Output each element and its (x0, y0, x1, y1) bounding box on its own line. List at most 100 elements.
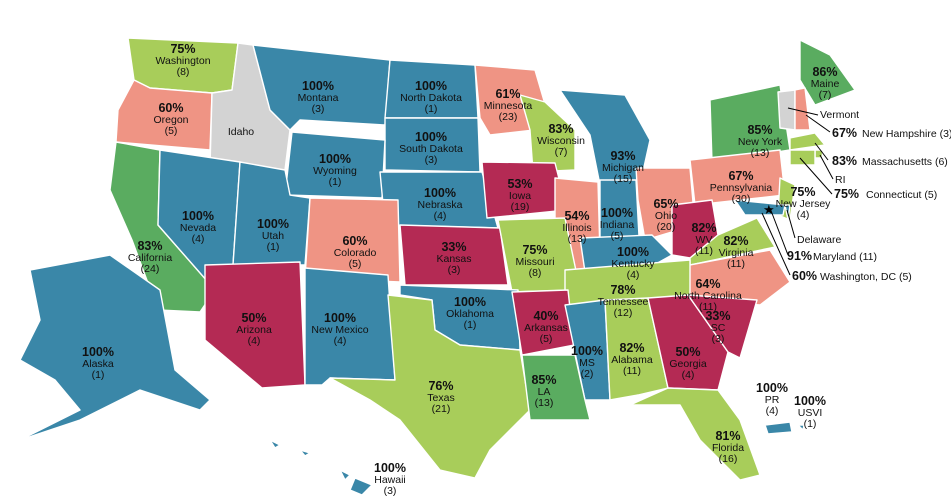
label-ga-name: Georgia (669, 358, 707, 370)
callout-leader-line (769, 207, 789, 256)
label-mi-count: (15) (614, 173, 633, 185)
label-ak-name: Alaska (82, 358, 114, 370)
callout-dc-percent: 60% (792, 269, 817, 283)
label-wy-percent: 100% (319, 152, 351, 166)
label-in-count: (5) (611, 230, 624, 242)
label-il-percent: 54% (564, 209, 589, 223)
label-va-percent: 82% (723, 234, 748, 248)
state-usvi (797, 424, 805, 431)
label-mt-count: (3) (312, 103, 325, 115)
callout-leader-line (799, 157, 833, 195)
state-pr (764, 421, 793, 435)
label-me-count: (7) (819, 89, 832, 101)
callout-nh-percent: 67% (832, 126, 857, 140)
label-az-name: Arizona (236, 324, 272, 336)
label-pa-count: (30) (732, 193, 751, 205)
label-ak-count: (1) (92, 369, 105, 381)
label-nm-count: (4) (334, 335, 347, 347)
label-hi-percent: 100% (374, 461, 406, 475)
label-pr-count: (4) (766, 405, 779, 417)
label-ne-percent: 100% (424, 186, 456, 200)
label-ks-name: Kansas (436, 253, 471, 265)
label-la-count: (13) (535, 397, 554, 409)
label-pa-name: Pennsylvania (710, 182, 773, 194)
label-ar-name: Arkansas (524, 322, 568, 334)
label-ms-name: MS (579, 357, 595, 369)
label-nv-name: Nevada (180, 222, 216, 234)
label-sd-percent: 100% (415, 130, 447, 144)
label-nm-name: New Mexico (311, 324, 368, 336)
label-co-name: Colorado (334, 247, 377, 259)
label-wv-count: (11) (695, 245, 713, 257)
label-oh-name: Ohio (655, 210, 677, 222)
callout-ma-name: Massachusetts (6) (862, 156, 948, 168)
label-or-name: Oregon (153, 114, 188, 126)
label-va-count: (11) (727, 258, 745, 270)
label-ks-percent: 33% (441, 240, 466, 254)
label-ut-percent: 100% (257, 217, 289, 231)
state-me (799, 39, 856, 106)
label-la-name: LA (538, 386, 551, 398)
label-mn-name: Minnesota (484, 100, 533, 112)
label-nd-count: (1) (425, 103, 438, 115)
label-mo-name: Missouri (515, 256, 554, 268)
label-wi-percent: 83% (548, 122, 573, 136)
callout-leader-line (819, 154, 834, 180)
label-la-percent: 85% (531, 373, 556, 387)
state-tx (329, 294, 531, 479)
label-fl-name: Florida (712, 442, 744, 454)
label-nc-count: (11) (699, 301, 717, 313)
label-ne-name: Nebraska (418, 199, 463, 211)
label-ok-count: (1) (464, 319, 477, 331)
label-nv-percent: 100% (182, 209, 214, 223)
callout-vt-name: Vermont (820, 109, 859, 121)
state-nh (794, 87, 811, 131)
label-ca-count: (24) (141, 263, 160, 275)
callout-leader-line (761, 212, 791, 276)
label-ak-percent: 100% (82, 345, 114, 359)
label-fl-count: (16) (719, 453, 738, 465)
label-al-count: (11) (623, 365, 641, 377)
state-ct (789, 149, 816, 166)
label-mt-percent: 100% (302, 79, 334, 93)
label-sd-count: (3) (425, 154, 438, 166)
label-wi-name: Wisconsin (537, 135, 585, 147)
label-ms-percent: 100% (571, 344, 603, 358)
label-ut-count: (1) (267, 241, 280, 253)
label-ms-count: (2) (581, 368, 594, 380)
label-az-percent: 50% (241, 311, 266, 325)
state-co (304, 197, 401, 283)
label-wi-count: (7) (555, 146, 568, 158)
label-ky-name: Kentucky (611, 258, 655, 270)
label-oh-percent: 65% (653, 197, 678, 211)
label-ks-count: (3) (448, 264, 461, 276)
label-ia-percent: 53% (507, 177, 532, 191)
label-or-percent: 60% (158, 101, 183, 115)
callout-leader-line (787, 107, 819, 116)
state-ga (647, 294, 729, 391)
label-nd-name: North Dakota (400, 92, 462, 104)
label-tx-name: Texas (427, 392, 454, 404)
label-wv-percent: 82% (691, 221, 716, 235)
label-mi-name: Michigan (602, 162, 644, 174)
label-mi-percent: 93% (610, 149, 635, 163)
label-mt-name: Montana (298, 92, 339, 104)
callout-md-percent: 91% (787, 249, 812, 263)
label-wy-name: Wyoming (313, 165, 357, 177)
state-la (521, 354, 591, 421)
label-ca-percent: 83% (137, 239, 162, 253)
callout-dc-name: Washington, DC (5) (820, 271, 912, 283)
label-oh-count: (20) (657, 221, 676, 233)
state-md (734, 199, 786, 216)
state-al (604, 297, 669, 401)
state-ak (19, 254, 211, 441)
label-tn-name: Tennessee (598, 296, 649, 308)
dc-star-icon: ★ (763, 202, 775, 217)
callout-ma-percent: 83% (832, 154, 857, 168)
label-tx-percent: 76% (428, 379, 453, 393)
label-nd-percent: 100% (415, 79, 447, 93)
label-usvi-count: (1) (804, 418, 817, 430)
label-va-name: Virginia (719, 247, 754, 259)
label-or-count: (5) (165, 125, 178, 137)
